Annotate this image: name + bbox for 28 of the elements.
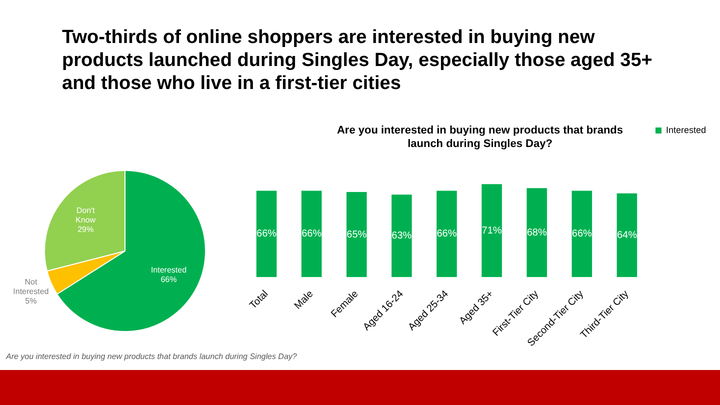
bar — [346, 192, 367, 278]
data-label: 66% — [160, 274, 177, 284]
data-label: 66% — [436, 228, 457, 240]
data-label: 5% — [25, 296, 37, 306]
bar — [482, 184, 502, 278]
data-label: 29% — [78, 225, 94, 234]
bar — [436, 190, 457, 278]
data-label: 64% — [616, 230, 638, 241]
data-label: 63% — [392, 230, 412, 242]
bar — [526, 188, 547, 278]
data-label: 71% — [482, 225, 502, 236]
data-label: 66% — [302, 228, 322, 240]
data-label: 66% — [572, 228, 592, 240]
text: Two-thirds of online shoppers are interested in buying new products launched during Singles Day, especially those aged 35+ and those who live in a first-tier cities — [62, 26, 654, 95]
bar — [572, 190, 592, 278]
bar — [616, 193, 638, 278]
slice-label: Don't Know — [76, 206, 96, 225]
bar — [392, 194, 412, 278]
slice-label: Not Interested — [13, 277, 49, 296]
bar — [256, 190, 277, 278]
text: Are you interested in buying new products that brands launch during Singles Day? — [6, 352, 297, 361]
legend-label: Interested — [666, 124, 706, 135]
data-label: 66% — [256, 228, 277, 240]
data-label: 65% — [346, 229, 367, 240]
data-label: 68% — [526, 227, 547, 238]
slice-label: Interested — [150, 265, 187, 274]
chart-title: Are you interested in buying new products that brands launch during Singles Day? — [336, 124, 624, 150]
bar — [301, 190, 322, 278]
